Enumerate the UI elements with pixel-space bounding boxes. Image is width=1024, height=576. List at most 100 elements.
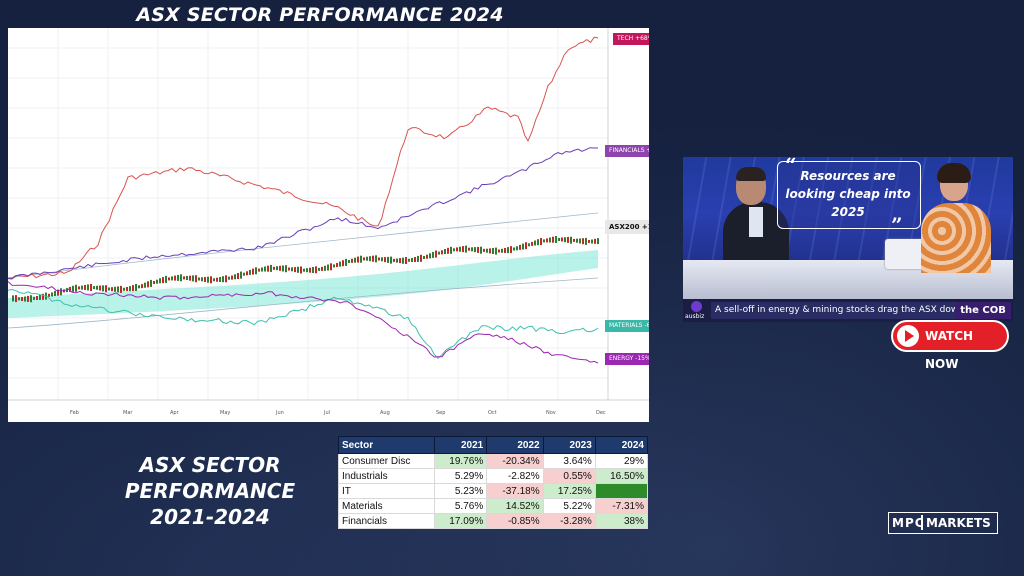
asx200-candle xyxy=(201,277,203,282)
x-axis-label: Aug xyxy=(380,410,390,416)
quote-open-icon: “ xyxy=(785,157,797,177)
watch-now-button[interactable]: WATCH NOW xyxy=(891,320,1009,371)
asx200-candle xyxy=(111,287,113,292)
energy-line xyxy=(8,281,599,364)
asx200-candle xyxy=(447,247,449,254)
asx200-candle xyxy=(348,260,350,263)
energy-tag: ENERGY -15% xyxy=(605,353,649,365)
table-row: Financials 17.09% -0.85% -3.28% 38% xyxy=(337,513,649,529)
asx200-candle xyxy=(255,267,257,275)
header-2024: 2024 xyxy=(594,436,649,454)
asx200-candle xyxy=(543,239,545,243)
asx200-candle xyxy=(309,267,311,273)
asx200-candle xyxy=(444,249,446,254)
quote-box xyxy=(777,161,921,229)
asx200-candle xyxy=(375,255,377,263)
materials-tag: MATERIALS -6% xyxy=(605,320,649,332)
asx200-candle xyxy=(432,251,434,258)
asx200-candle xyxy=(285,265,287,273)
asx200-candle xyxy=(372,255,374,262)
asx200-candle xyxy=(123,287,125,291)
x-axis-label: Jul xyxy=(323,410,330,416)
video-thumbnail[interactable]: “ ” Resources are looking cheap into 202… xyxy=(683,157,1013,322)
asx200-candle xyxy=(93,286,95,290)
x-axis-label: Nov xyxy=(546,410,556,416)
asx200-candle xyxy=(168,277,170,281)
asx200-candle xyxy=(171,276,173,281)
materials-line xyxy=(8,288,599,359)
asx200-candle xyxy=(18,297,20,301)
asx200-candle xyxy=(558,238,560,241)
asx200-candle xyxy=(141,284,143,289)
asx200-candle xyxy=(519,244,521,250)
asx200-candle xyxy=(213,278,215,282)
asx200-candle xyxy=(315,266,317,274)
asx200-candle xyxy=(282,265,284,272)
asx200-candle xyxy=(486,248,488,253)
asx200-candle xyxy=(27,295,29,302)
sector-name-cell: Consumer Disc xyxy=(337,453,436,469)
asx200-candle xyxy=(159,278,161,284)
asx200-candle xyxy=(132,285,134,292)
channel-name: ausbiz xyxy=(685,313,705,320)
x-axis-label: Jun xyxy=(275,410,284,416)
asx200-candle xyxy=(42,293,44,300)
asx200-candle xyxy=(306,268,308,273)
asx200-candle xyxy=(66,288,68,293)
asx200-candle xyxy=(468,247,470,251)
asx200-candle xyxy=(291,267,293,272)
tech-line xyxy=(8,36,599,279)
asx200-candle xyxy=(453,248,455,252)
asx200-candle xyxy=(345,258,347,266)
header-2022: 2022 xyxy=(486,436,544,454)
asx200-candle xyxy=(384,257,386,263)
asx200-candle xyxy=(582,238,584,245)
asx200-candle xyxy=(441,250,443,255)
asx200-candle xyxy=(270,264,272,272)
asx200-candle xyxy=(522,243,524,250)
asx200-candle xyxy=(513,247,515,251)
asx200-candle xyxy=(369,256,371,262)
asx200-candle xyxy=(153,281,155,284)
return-cell: -7.31% xyxy=(594,498,649,514)
table-row: Consumer Disc 19.76% -20.34% 3.64% 29% xyxy=(337,453,649,469)
asx200-candle xyxy=(72,285,74,292)
presenter-left-shirt xyxy=(749,207,763,237)
asx200-candle xyxy=(342,260,344,267)
asx200-candle xyxy=(501,248,503,253)
asx200-candle xyxy=(534,240,536,246)
logo-divider xyxy=(921,515,923,530)
return-cell: 38% xyxy=(594,513,649,529)
asx200-candle xyxy=(90,284,92,291)
asx200-candle xyxy=(84,285,86,290)
logo-markets: MARKETS xyxy=(926,516,991,530)
asx200-candle xyxy=(126,287,128,291)
asx200-candle xyxy=(561,237,563,242)
asx200-candle xyxy=(573,238,575,242)
header-sector: Sector xyxy=(337,436,436,454)
asx200-candle xyxy=(393,258,395,262)
x-axis-label: Dec xyxy=(596,410,606,416)
asx200-candle xyxy=(318,267,320,271)
return-cell: 5.76% xyxy=(434,498,488,514)
asx200-candle xyxy=(504,248,506,253)
asx200-candle xyxy=(99,285,101,291)
sector-name-cell: Industrials xyxy=(337,468,436,484)
return-cell: -3.28% xyxy=(542,513,596,529)
asx200-candle xyxy=(261,267,263,272)
asx200-candle xyxy=(33,296,35,300)
asx200-candle xyxy=(528,243,530,247)
asx200-candle xyxy=(333,264,335,268)
asx200-candle xyxy=(120,285,122,293)
presenter-right-hair xyxy=(937,163,971,183)
asx200-candle xyxy=(378,257,380,261)
asx200-candle xyxy=(360,255,362,263)
asx200-candle xyxy=(588,240,590,243)
asx200-candle xyxy=(438,251,440,255)
asx200-candle xyxy=(216,277,218,282)
asx200-candle xyxy=(48,293,50,297)
asx200-candle xyxy=(234,274,236,280)
quote-close-icon: ” xyxy=(891,213,903,237)
asx200-candle xyxy=(225,275,227,283)
news-headline: A sell-off in energy & mining stocks dra… xyxy=(711,302,967,319)
